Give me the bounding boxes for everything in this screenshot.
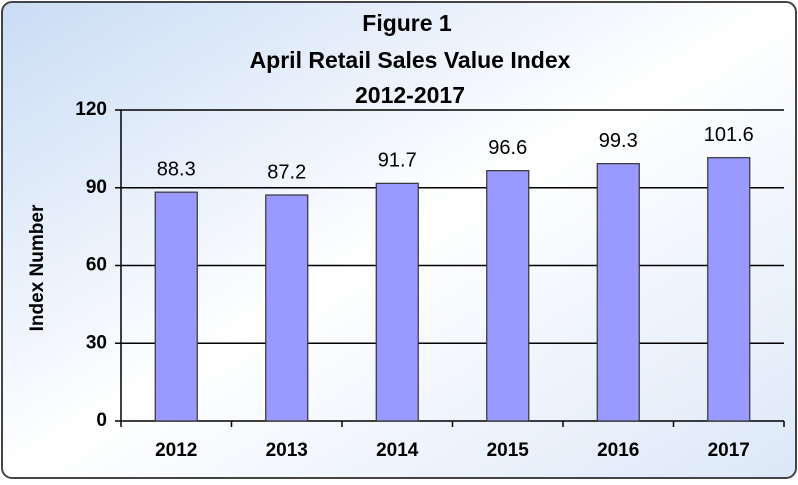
value-label: 96.6 — [488, 137, 527, 159]
chart-title: April Retail Sales Value Index — [250, 47, 571, 73]
value-label: 91.7 — [378, 150, 417, 172]
value-label: 88.3 — [157, 158, 196, 180]
bar — [596, 163, 640, 422]
bar — [375, 182, 419, 422]
y-axis-label: Index Number — [27, 204, 48, 331]
value-label: 87.2 — [267, 161, 306, 183]
value-label: 101.6 — [704, 124, 754, 146]
x-tick-label: 2016 — [597, 440, 639, 461]
chart-title: 2012-2017 — [355, 82, 465, 108]
y-tick-label: 90 — [86, 177, 107, 198]
x-tick-label: 2015 — [487, 440, 530, 461]
y-tick-label: 30 — [86, 332, 107, 353]
bar — [154, 191, 198, 422]
y-tick-label: 120 — [75, 99, 107, 120]
x-tick-label: 2013 — [266, 440, 308, 461]
x-tick-label: 2017 — [708, 440, 750, 461]
x-tick-label: 2014 — [376, 440, 419, 461]
bar — [486, 170, 530, 422]
value-label: 99.3 — [599, 130, 638, 152]
x-tick-label: 2012 — [155, 440, 197, 461]
bar — [707, 157, 751, 422]
chart-title: Figure 1 — [362, 10, 452, 36]
y-tick-label: 0 — [96, 410, 107, 431]
y-tick-label: 60 — [86, 255, 107, 276]
bar — [265, 194, 309, 422]
